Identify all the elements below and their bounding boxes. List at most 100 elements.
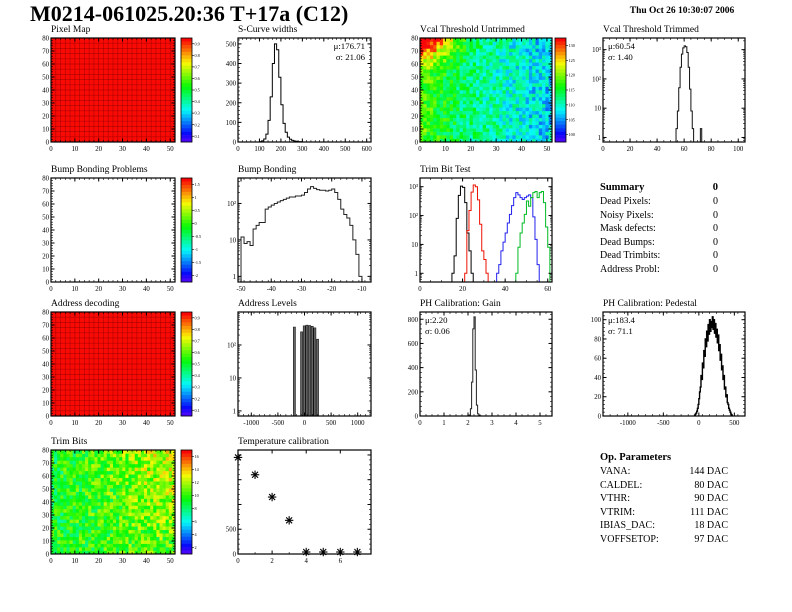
summary-label: Dead Bumps: [600,236,655,248]
vcal-threshold-untrimmed-chart: 0 10 20 30 40 50 0 10 20 30 40 50 60 70 80 130 125 120 115… [411,36,575,154]
panel-vcal-threshold-trimmed: Vcal Threshold Trimmed 0 20 40 60 80 100 1 10 10… [582,24,782,158]
svg-text:10²: 10² [409,213,418,220]
svg-text:125: 125 [569,58,575,63]
svg-text:4: 4 [514,420,518,427]
panel-trim-bit-test: Trim Bit Test 0 20 40 60 1 10 10² 10³ [399,164,583,298]
svg-text:500: 500 [729,420,740,427]
summary-value: 0 [713,263,718,275]
svg-text:10: 10 [411,127,418,134]
svg-text:60: 60 [411,62,418,69]
svg-text:105: 105 [569,117,575,122]
summary-row: Dead Bumps: 0 [600,236,718,250]
svg-text:50: 50 [167,146,174,153]
svg-text:200: 200 [226,100,237,107]
svg-text:2: 2 [466,420,470,427]
svg-text:-2: -2 [195,273,199,278]
svg-text:100: 100 [733,146,744,153]
svg-text:0: 0 [49,146,53,153]
svg-text:-0.5: -0.5 [195,234,202,239]
svg-text:0: 0 [233,140,237,147]
op-parameter-label: VANA: [600,466,631,477]
svg-text:80: 80 [708,146,715,153]
svg-text:400: 400 [319,146,330,153]
svg-text:20: 20 [42,388,49,395]
panel-ph-calibration-gain: PH Calibration: Gain 0 1 2 3 4 5 0 200 400 600 800… [399,298,583,432]
panel-bump-bonding-problems: Bump Bonding Problems 0 10 20 30 40 50 0 10 20 30… [30,164,206,298]
svg-text:σ: 21.06: σ: 21.06 [336,52,366,62]
chart-title: Vcal Threshold Untrimmed [420,25,525,35]
svg-text:800: 800 [408,317,419,324]
op-parameters-panel: Op. Parameters VANA: 144 DAC CALDEL: 80 DA… [600,450,728,546]
op-parameter-label: CALDEL: [600,479,643,491]
svg-text:μ:176.71: μ:176.71 [334,41,365,51]
svg-text:0: 0 [46,414,50,421]
svg-text:1: 1 [233,408,236,415]
svg-text:0.2: 0.2 [195,122,200,127]
summary-value: 0 [713,236,718,248]
op-parameters-heading: Op. Parameters [600,452,672,463]
svg-text:70: 70 [411,49,418,56]
address-levels-chart: -1000 -500 0 500 1000 1 10 10² [227,311,372,427]
svg-text:3: 3 [490,420,494,427]
op-parameter-row: VTHR: 90 DAC [600,492,728,506]
panel-trim-bits: Trim Bits 0 10 20 30 40 50 0 10 20 30 40 50 60 70 80 16… [30,436,206,570]
s-curve-widths-chart: 0 100 200 300 400 500 600 0 100 200 300 400 500 μ:176… [226,37,372,153]
svg-text:σ: 0.06: σ: 0.06 [425,326,450,336]
svg-text:0.3: 0.3 [195,385,200,390]
page-title: M0214-061025.20:36 T+17a (C12) [30,1,349,26]
summary-heading: Summary [600,182,645,193]
svg-text:0: 0 [415,140,419,147]
svg-text:0.7: 0.7 [195,338,200,343]
chart-title: Bump Bonding [238,165,297,175]
svg-text:40: 40 [518,146,525,153]
svg-text:μ:60.54: μ:60.54 [608,41,636,51]
ph-calibration-pedestal-chart: -1000 -500 0 500 0 20 40 60 80 100 μ:183.4σ: 71.1 [591,311,746,427]
svg-text:80: 80 [594,336,601,343]
svg-text:10: 10 [71,146,78,153]
chart-title: Address Levels [238,299,297,309]
svg-text:μ:2.20: μ:2.20 [425,315,448,325]
svg-text:100: 100 [254,146,265,153]
svg-text:30: 30 [119,286,126,293]
svg-text:0.4: 0.4 [195,373,201,378]
chart-title: Bump Bonding Problems [51,165,148,175]
svg-text:10: 10 [71,420,78,427]
svg-text:0: 0 [418,420,422,427]
svg-text:60: 60 [594,356,601,363]
svg-text:80: 80 [42,36,49,43]
svg-text:130: 130 [569,43,575,48]
svg-text:10: 10 [594,106,601,113]
svg-text:0.5: 0.5 [195,362,200,367]
svg-text:0: 0 [418,286,422,293]
svg-text:20: 20 [594,394,601,401]
svg-text:20: 20 [95,146,102,153]
op-parameter-value: 80 DAC [694,479,728,491]
svg-text:0.8: 0.8 [195,327,200,332]
svg-text:0.3: 0.3 [195,111,200,116]
panel-s-curve-widths: S-Curve widths 0 100 200 300 400 500 600 0 100 20… [217,24,383,158]
op-parameter-row: VANA: 144 DAC [600,465,728,479]
svg-text:10: 10 [229,237,236,244]
svg-text:0.6: 0.6 [195,76,200,81]
op-parameter-row: IBIAS_DAC: 18 DAC [600,519,728,533]
svg-text:0: 0 [418,146,422,153]
svg-text:40: 40 [411,88,418,95]
panel-bump-bonding: Bump Bonding -50 -40 -30 -20 -10 1 10 10² [217,164,383,298]
svg-text:0: 0 [46,140,50,147]
summary-heading-row: Summary 0 [600,180,718,195]
svg-text:80: 80 [42,176,49,183]
svg-text:20: 20 [467,146,474,153]
panel-temperature-calibration: Temperature calibration 0 2 4 6 0 500 [217,436,383,570]
svg-text:30: 30 [119,420,126,427]
svg-text:30: 30 [42,101,49,108]
address-decoding-chart: 0 10 20 30 40 50 0 10 20 30 40 50 60 70 80 0.9 0.8 0.7 0.6… [42,310,201,428]
op-parameter-value: 90 DAC [694,493,728,504]
summary-row: Dead Trimbits: 0 [600,249,718,263]
svg-text:-30: -30 [297,286,307,293]
svg-text:50: 50 [42,349,49,356]
panel-ph-calibration-pedestal: PH Calibration: Pedestal -1000 -500 0 500 0 2… [582,298,782,432]
svg-text:1: 1 [442,420,445,427]
svg-text:110: 110 [569,102,575,107]
svg-text:0: 0 [49,286,53,293]
svg-text:30: 30 [42,375,49,382]
